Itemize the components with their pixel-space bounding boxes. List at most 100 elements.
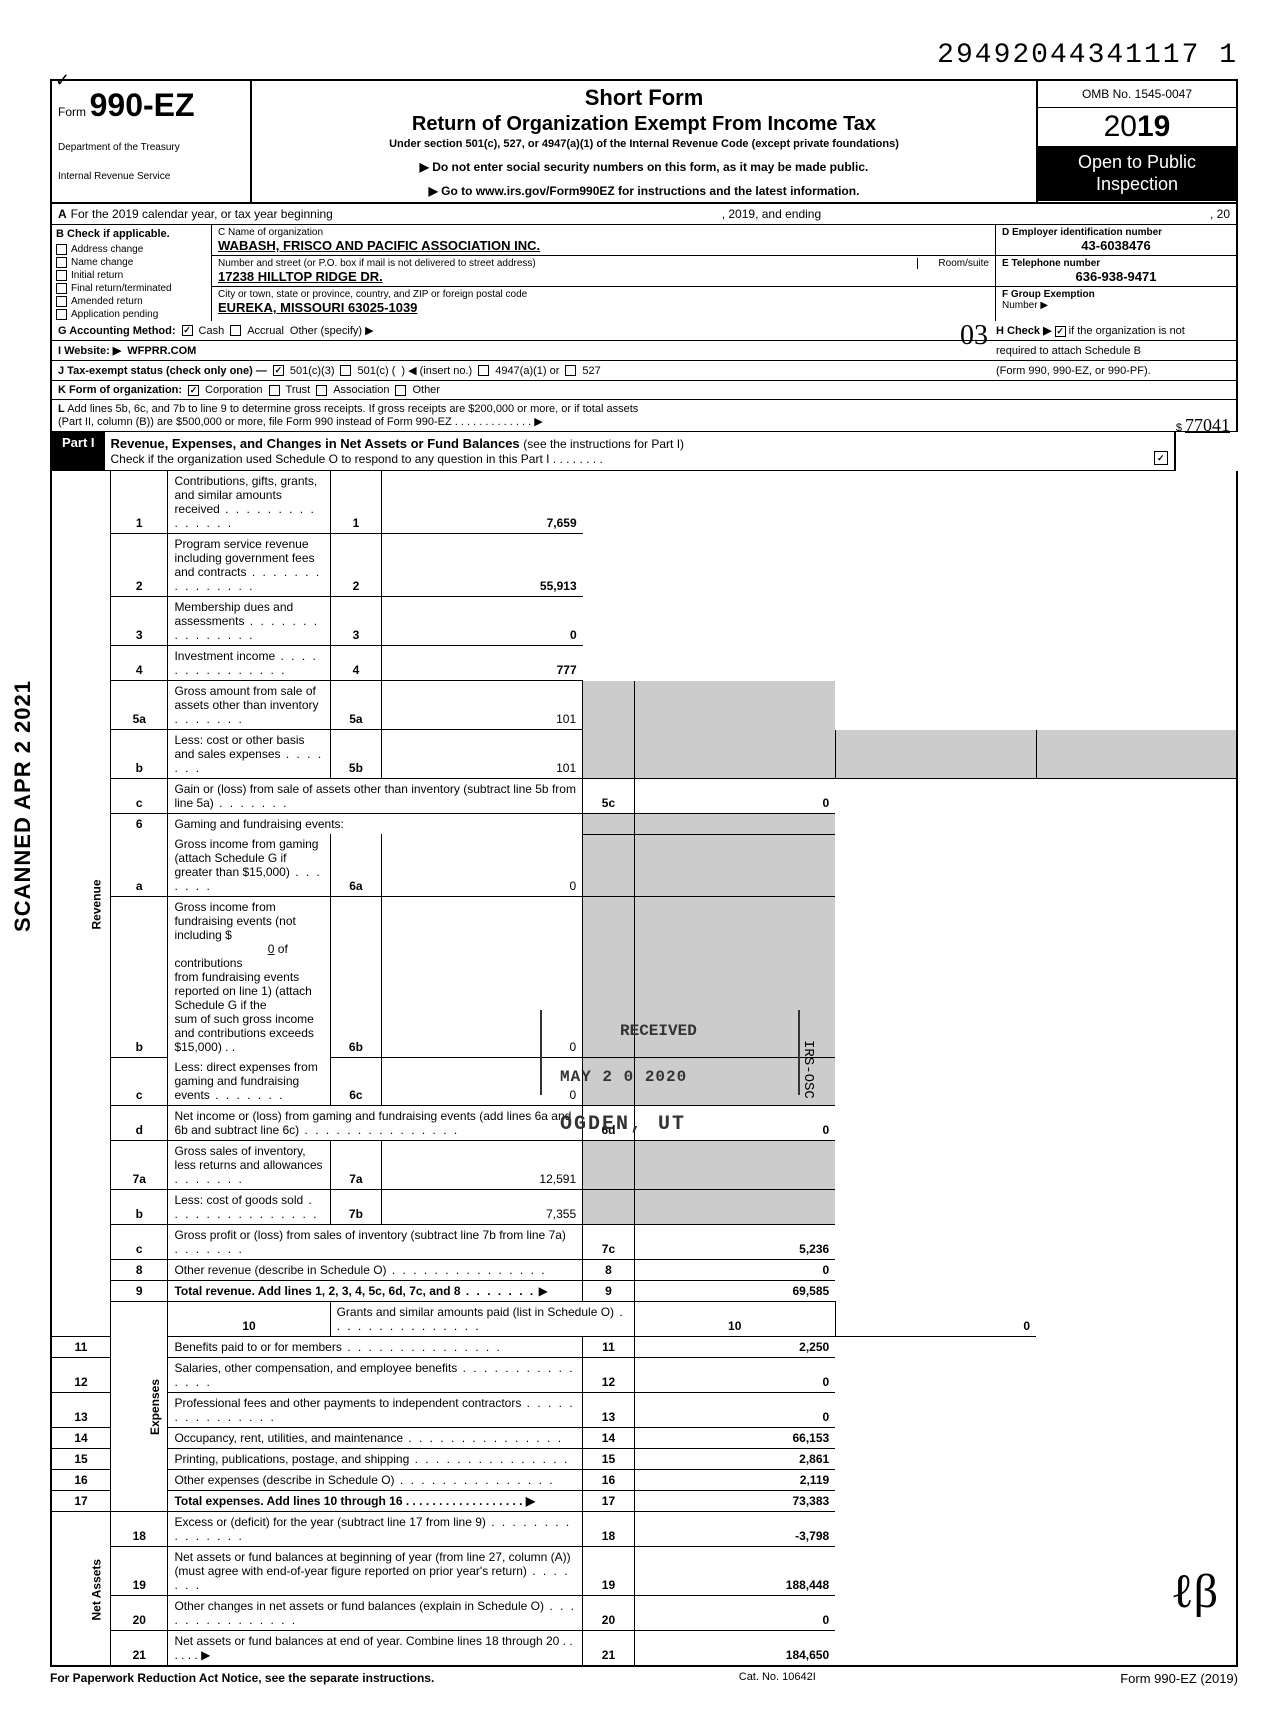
ln2-amt: 55,913 bbox=[382, 534, 583, 597]
ln12-n: 12 bbox=[583, 1358, 635, 1393]
chk-corp[interactable]: ✓ bbox=[188, 385, 199, 396]
chk-other-org[interactable] bbox=[395, 385, 406, 396]
ln5a-amt: 101 bbox=[382, 681, 583, 730]
footer-right: Form 990-EZ (2019) bbox=[1120, 1671, 1238, 1686]
ln21-amt: 184,650 bbox=[634, 1631, 835, 1667]
ln8-n: 8 bbox=[583, 1260, 635, 1281]
h-text4: (Form 990, 990-EZ, or 990-PF). bbox=[996, 365, 1151, 377]
ln6c-text: Less: direct expenses from gaming and fu… bbox=[174, 1060, 317, 1102]
chk-pending[interactable] bbox=[56, 309, 67, 320]
ln7c-amt: 5,236 bbox=[634, 1225, 835, 1260]
ln5b-text: Less: cost or other basis and sales expe… bbox=[174, 733, 323, 775]
ln15-amt: 2,861 bbox=[634, 1449, 835, 1470]
block-bcdef: B Check if applicable. Address change Na… bbox=[50, 225, 1238, 321]
form-header: Form 990-EZ Department of the Treasury I… bbox=[50, 79, 1238, 204]
ln7b-n: 7b bbox=[330, 1190, 382, 1225]
lbl-cash: Cash bbox=[199, 325, 225, 337]
lbl-4947: 4947(a)(1) or bbox=[495, 365, 559, 377]
ln11-n: 11 bbox=[583, 1337, 635, 1358]
ink-mark: ✓ bbox=[55, 70, 70, 91]
lbl-527: 527 bbox=[582, 365, 600, 377]
ln18-n: 18 bbox=[583, 1512, 635, 1547]
col-de: D Employer identification number 43-6038… bbox=[996, 225, 1236, 321]
room-label: Room/suite bbox=[917, 258, 989, 269]
lbl-accrual: Accrual bbox=[247, 325, 284, 337]
ln10-text: Grants and similar amounts paid (list in… bbox=[330, 1302, 634, 1337]
ln20-amt: 0 bbox=[634, 1596, 835, 1631]
website: WFPRR.COM bbox=[127, 345, 196, 357]
ln21-n: 21 bbox=[583, 1631, 635, 1667]
chk-amended[interactable] bbox=[56, 296, 67, 307]
row-a: A For the 2019 calendar year, or tax yea… bbox=[50, 204, 1238, 225]
ln6a-text: Gross income from gaming (attach Schedul… bbox=[174, 837, 321, 893]
ln8-text: Other revenue (describe in Schedule O) bbox=[168, 1260, 583, 1281]
org-name: WABASH, FRISCO AND PACIFIC ASSOCIATION I… bbox=[218, 238, 989, 253]
ln3-amt: 0 bbox=[382, 597, 583, 646]
chk-cash[interactable]: ✓ bbox=[182, 325, 193, 336]
ln16-n: 16 bbox=[583, 1470, 635, 1491]
row-g: G Accounting Method: ✓Cash Accrual Other… bbox=[50, 321, 1238, 341]
ln20-n: 20 bbox=[583, 1596, 635, 1631]
lbl-pending: Application pending bbox=[71, 309, 158, 320]
h-text: if the organization is not bbox=[1069, 325, 1185, 337]
k-label: K Form of organization: bbox=[58, 384, 182, 396]
ln4-amt: 777 bbox=[382, 646, 583, 681]
ln7b-amt: 7,355 bbox=[382, 1190, 583, 1225]
scanned-stamp: SCANNED APR 2 2021 bbox=[10, 680, 36, 932]
row-a-text3: , 20 bbox=[1210, 207, 1230, 221]
chk-address[interactable] bbox=[56, 244, 67, 255]
chk-assoc[interactable] bbox=[316, 385, 327, 396]
warning-ssn: ▶ Do not enter social security numbers o… bbox=[260, 160, 1028, 174]
year-prefix: 20 bbox=[1104, 110, 1137, 143]
received-date: MAY 2 0 2020 bbox=[560, 1068, 687, 1086]
chk-4947[interactable] bbox=[478, 365, 489, 376]
lbl-501c: 501(c) ( bbox=[357, 365, 395, 377]
ln19-amt: 188,448 bbox=[634, 1547, 835, 1596]
chk-schedule-o[interactable]: ✓ bbox=[1154, 451, 1168, 465]
ln9-text: Total revenue. Add lines 1, 2, 3, 4, 5c,… bbox=[174, 1284, 535, 1298]
row-a-label: A bbox=[58, 207, 67, 221]
ln16-text: Other expenses (describe in Schedule O) bbox=[168, 1470, 583, 1491]
ln6c-n: 6c bbox=[330, 1057, 382, 1106]
ln6b-t1: Gross income from fundraising events (no… bbox=[174, 900, 295, 942]
chk-name[interactable] bbox=[56, 257, 67, 268]
city: EUREKA, MISSOURI 63025-1039 bbox=[218, 300, 989, 315]
chk-initial[interactable] bbox=[56, 270, 67, 281]
chk-final[interactable] bbox=[56, 283, 67, 294]
h-text3: required to attach Schedule B bbox=[996, 345, 1141, 357]
ln6b-t3: from fundraising events reported on line… bbox=[174, 970, 311, 1012]
chk-527[interactable] bbox=[565, 365, 576, 376]
ln1-text: Contributions, gifts, grants, and simila… bbox=[168, 471, 330, 534]
city-label: City or town, state or province, country… bbox=[218, 289, 989, 300]
ln20-text: Other changes in net assets or fund bala… bbox=[168, 1596, 583, 1631]
col-b: B Check if applicable. Address change Na… bbox=[52, 225, 212, 321]
h-label: H Check ▶ bbox=[996, 325, 1052, 337]
ln15-text: Printing, publications, postage, and shi… bbox=[168, 1449, 583, 1470]
ln6d-text: Net income or (loss) from gaming and fun… bbox=[168, 1106, 583, 1141]
ln13-n: 13 bbox=[583, 1393, 635, 1428]
form-number: 990-EZ bbox=[90, 87, 195, 123]
goto-url: ▶ Go to www.irs.gov/Form990EZ for instru… bbox=[260, 184, 1028, 198]
chk-501c[interactable] bbox=[340, 365, 351, 376]
j-label: J Tax-exempt status (check only one) — bbox=[58, 365, 267, 377]
dln-number: 29492044341117 1 bbox=[50, 40, 1238, 71]
lbl-other-org: Other bbox=[412, 384, 440, 396]
title-short-form: Short Form bbox=[260, 85, 1028, 111]
chk-trust[interactable] bbox=[269, 385, 280, 396]
lbl-insert: ) ◀ (insert no.) bbox=[401, 364, 472, 377]
street-label: Number and street (or P.O. box if mail i… bbox=[218, 258, 989, 269]
ln17-text: Total expenses. Add lines 10 through 16 … bbox=[174, 1494, 535, 1508]
chk-501c3[interactable]: ✓ bbox=[273, 365, 284, 376]
ln5b-amt: 101 bbox=[382, 730, 583, 779]
title-under-section: Under section 501(c), 527, or 4947(a)(1)… bbox=[260, 138, 1028, 150]
ln6a-n: 6a bbox=[330, 834, 382, 897]
ln1-no: 1 bbox=[111, 471, 168, 534]
ln5c-n: 5c bbox=[583, 779, 635, 814]
ln19-text: Net assets or fund balances at beginning… bbox=[168, 1547, 583, 1596]
chk-accrual[interactable] bbox=[230, 325, 241, 336]
lbl-501c3: 501(c)(3) bbox=[290, 365, 335, 377]
side-revenue: Revenue bbox=[51, 471, 111, 1337]
received-ogden: OGDEN, UT bbox=[560, 1113, 686, 1136]
open-to-public: Open to Public Inspection bbox=[1038, 146, 1236, 201]
chk-h[interactable]: ✓ bbox=[1055, 326, 1066, 337]
